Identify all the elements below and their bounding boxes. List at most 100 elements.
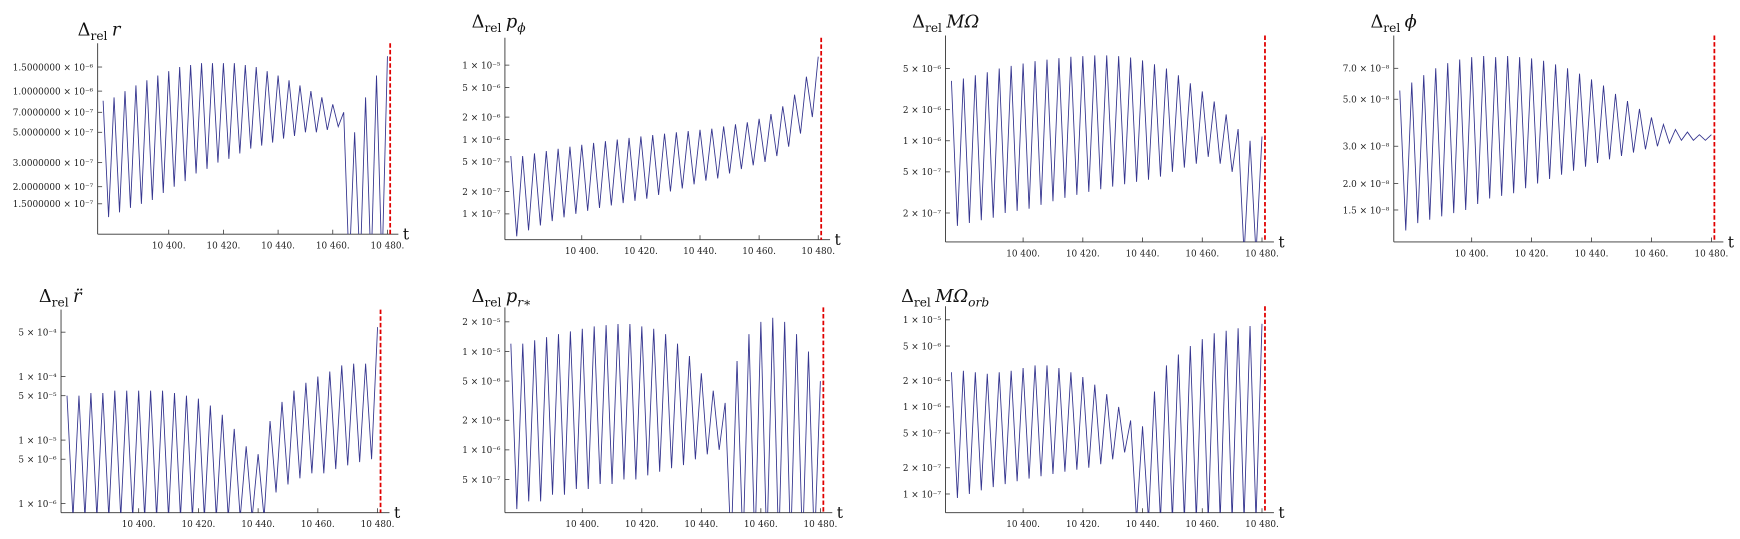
x-tick-label: 10 400.: [122, 520, 156, 530]
y-tick-label: 5 × 10⁻⁶: [903, 342, 942, 352]
x-tick-label: 10 440.: [1126, 520, 1160, 530]
series-line: [66, 327, 379, 513]
y-tick-label: 2 × 10⁻⁷: [903, 209, 942, 219]
series-line: [510, 56, 819, 237]
subplot-title: Δrel ϕ: [1370, 13, 1416, 35]
x-tick-label: 10 420.: [1066, 520, 1100, 530]
y-tick-label: 1 × 10⁻⁵: [18, 436, 57, 446]
x-tick-label: 10 480.: [801, 247, 835, 257]
x-tick-label: 10 440.: [261, 242, 295, 252]
title-var: MΩ: [945, 13, 979, 33]
y-tick-label: 5.0 × 10⁻⁸: [1343, 96, 1390, 106]
x-tick-label: 10 460.: [742, 247, 776, 257]
y-tick-label: 5 × 10⁻⁶: [18, 456, 57, 466]
y-tick-label: 2.0000000 × 10⁻⁷: [13, 183, 94, 193]
y-tick-label: 1 × 10⁻⁷: [462, 210, 501, 220]
y-tick-label: 1 × 10⁻⁴: [18, 373, 57, 383]
x-tick-label: 10 400.: [565, 247, 599, 257]
title-var-sub: ϕ: [517, 21, 526, 35]
x-tick-label: 10 400.: [1455, 249, 1489, 259]
y-tick-label: 2 × 10⁻⁶: [903, 377, 942, 387]
y-tick-label: 2 × 10⁻⁷: [462, 188, 501, 198]
subplot: Δrel pϕ t 10 400. 10 420. 10 440. 10 460. 10 48…: [462, 13, 841, 257]
title-delta: Δ: [472, 287, 485, 307]
y-tick-label: 2 × 10⁻⁷: [903, 464, 942, 474]
title-delta: Δ: [39, 287, 52, 307]
x-tick-label: 10 480.: [1694, 249, 1728, 259]
x-tick-label: 10 400.: [1006, 249, 1040, 259]
y-tick-label: 1 × 10⁻⁶: [462, 136, 501, 146]
x-tick-label: 10 440.: [1126, 249, 1160, 259]
y-tick-label: 2 × 10⁻⁶: [462, 113, 501, 123]
y-tick-label: 5.0000000 × 10⁻⁷: [13, 129, 94, 139]
y-tick-label: 1.0000000 × 10⁻⁶: [13, 87, 94, 97]
x-axis-label: t: [1278, 233, 1285, 251]
y-tick-label: 5 × 10⁻⁶: [462, 377, 501, 387]
subplot: Δrel pr∗ t 10 400. 10 420. 10 440. 10 460. 10 4…: [462, 287, 844, 530]
x-tick-label: 10 460.: [316, 242, 350, 252]
title-var: p: [506, 287, 517, 307]
subplot-title: Δrel pϕ: [472, 13, 527, 35]
x-axis-label: t: [1278, 504, 1285, 522]
subplot-title: Δrel pr∗: [472, 287, 532, 309]
y-tick-label: 1.5 × 10⁻⁸: [1343, 206, 1390, 216]
y-tick-label: 7.0 × 10⁻⁸: [1343, 65, 1390, 75]
x-axis-label: t: [837, 504, 844, 522]
y-tick-label: 1 × 10⁻⁵: [462, 61, 501, 71]
subplot: Δrel r̈ t 10 400. 10 420. 10 440. 10 460. 10 48…: [18, 287, 401, 530]
y-tick-label: 2 × 10⁻⁵: [462, 318, 501, 328]
x-tick-label: 10 480.: [361, 520, 395, 530]
x-tick-label: 10 420.: [1066, 249, 1100, 259]
x-axis-label: t: [1728, 233, 1735, 251]
x-tick-label: 10 440.: [684, 520, 718, 530]
series-line: [102, 56, 388, 235]
y-tick-label: 3.0 × 10⁻⁸: [1343, 143, 1390, 153]
series-line: [510, 317, 821, 513]
title-sub: rel: [52, 295, 69, 309]
y-tick-label: 1 × 10⁻⁶: [18, 500, 57, 510]
x-tick-label: 10 420.: [206, 242, 240, 252]
x-tick-label: 10 440.: [683, 247, 717, 257]
title-var: p: [506, 13, 517, 33]
y-tick-label: 5 × 10⁻⁵: [18, 392, 57, 402]
y-tick-label: 1.5000000 × 10⁻⁶: [13, 63, 94, 73]
subplot: Δrel ϕ t 10 400. 10 420. 10 440. 10 460. 10 480…: [1343, 13, 1735, 260]
x-tick-label: 10 460.: [1185, 249, 1219, 259]
title-sub: rel: [925, 21, 942, 35]
title-delta: Δ: [912, 13, 925, 33]
y-tick-label: 2 × 10⁻⁶: [462, 417, 501, 427]
y-tick-label: 7.0000000 × 10⁻⁷: [13, 109, 94, 119]
subplot: Δrel MΩ t 10 400. 10 420. 10 440. 10 460. 10 48…: [903, 13, 1286, 260]
y-tick-label: 5 × 10⁻⁶: [903, 65, 942, 75]
title-var: ϕ: [1405, 13, 1417, 33]
x-tick-label: 10 400.: [152, 242, 186, 252]
y-tick-label: 1 × 10⁻⁶: [903, 403, 942, 413]
title-sub: rel: [914, 295, 931, 309]
y-tick-label: 2.0 × 10⁻⁸: [1343, 180, 1390, 190]
y-tick-label: 1.5000000 × 10⁻⁷: [13, 200, 94, 210]
title-sub: rel: [484, 21, 501, 35]
y-tick-label: 5 × 10⁻⁷: [903, 168, 942, 178]
title-sub: rel: [91, 29, 108, 43]
title-delta: Δ: [78, 21, 91, 41]
x-axis-label: t: [834, 231, 841, 249]
x-tick-label: 10 480.: [1245, 249, 1279, 259]
subplot-title: Δrel MΩ: [912, 13, 979, 35]
y-tick-label: 1 × 10⁻⁶: [903, 137, 942, 147]
x-axis-label: t: [394, 504, 401, 522]
x-tick-label: 10 440.: [241, 520, 275, 530]
y-tick-label: 1 × 10⁻⁵: [462, 348, 501, 358]
subplot-title: Δrel MΩorb: [901, 287, 989, 309]
y-tick-label: 5 × 10⁻⁷: [462, 158, 501, 168]
y-tick-label: 2 × 10⁻⁶: [903, 106, 942, 116]
title-var-sub: orb: [968, 295, 989, 309]
title-delta: Δ: [472, 13, 485, 33]
title-delta: Δ: [901, 287, 914, 307]
x-tick-label: 10 460.: [1635, 249, 1669, 259]
x-tick-label: 10 480.: [371, 242, 405, 252]
y-tick-label: 5 × 10⁻⁷: [903, 429, 942, 439]
y-tick-label: 5 × 10⁻⁶: [462, 84, 501, 94]
subplot: Δrel MΩorb t 10 400. 10 420. 10 440. 10 460. 10…: [901, 287, 1285, 530]
